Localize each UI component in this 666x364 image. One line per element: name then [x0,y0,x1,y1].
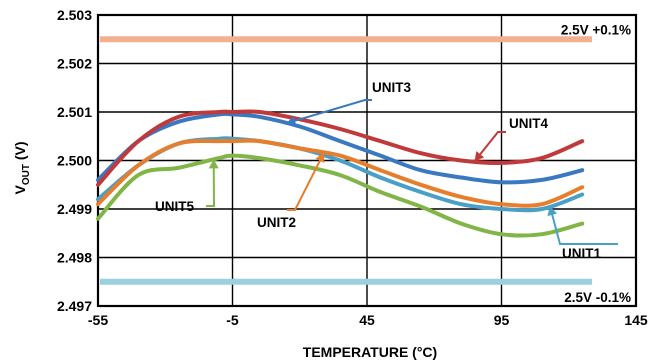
callout-leader [287,152,325,211]
x-tick-label: -5 [226,312,239,328]
x-tick-label: 145 [624,312,648,328]
y-axis-title-main: V [12,185,28,195]
grid-lines [98,15,636,306]
series-line-unit4 [96,109,585,187]
series-line-unit3 [96,111,585,185]
callout-label-unit5: UNIT5 [155,199,194,214]
series-line-unit5 [96,153,585,238]
callout-arrowhead [547,206,558,217]
reference-lines [100,36,592,285]
y-tick-label: 2.499 [57,201,92,217]
callout-leader [473,131,506,162]
callout-leader [548,205,618,245]
reference-label: 2.5V -0.1% [564,290,631,305]
callout-label-unit2: UNIT2 [257,215,296,230]
annotations: 2.5V +0.1% 2.5V -0.1% UNIT3 UNIT4 UNIT5 UNIT2… [155,22,631,305]
callout-arrowhead [474,151,485,162]
reference-label: 2.5V +0.1% [561,22,631,37]
callout-leader [206,159,216,207]
callout-arrowhead [208,159,219,169]
callout-arrowhead [315,152,325,164]
callout-leader [286,99,372,125]
x-tick-label: -55 [88,312,108,328]
y-tick-label: 2.497 [57,298,92,314]
y-tick-label: 2.500 [57,153,92,169]
y-tick-label: 2.503 [57,7,92,23]
y-axis-title-sub: OUT [21,164,32,185]
y-tick-labels: 2.497 2.498 2.499 2.500 2.501 2.502 2.503 [57,7,92,314]
x-tick-label: 95 [494,312,510,328]
data-series [96,109,585,238]
x-axis-title: TEMPERATURE (°C) [303,344,437,360]
y-tick-label: 2.498 [57,250,92,266]
y-axis-title-unit: (V) [12,141,28,164]
callout-label-unit4: UNIT4 [509,116,548,131]
callout-label-unit1: UNIT1 [562,246,601,261]
x-tick-labels: -55 -5 45 95 145 [88,312,648,328]
y-tick-label: 2.501 [57,104,92,120]
callout-arrowhead [286,115,297,126]
series-line-unit2 [96,138,585,208]
y-axis-title: VOUT (V) [12,141,32,194]
x-tick-label: 45 [359,312,375,328]
y-tick-label: 2.502 [57,56,92,72]
callout-label-unit3: UNIT3 [372,80,411,95]
